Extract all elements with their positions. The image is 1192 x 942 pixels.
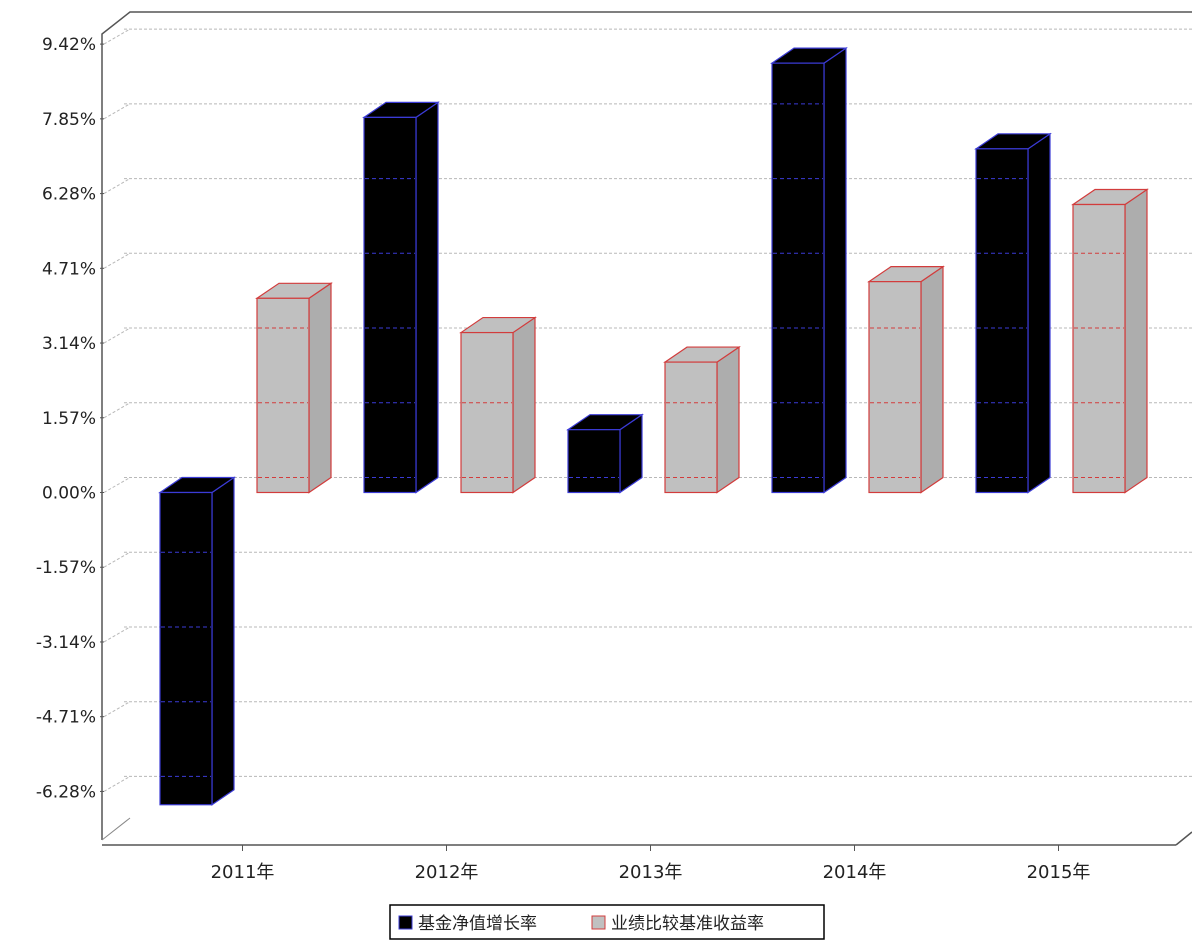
- x-tick-label: 2011年: [211, 862, 275, 883]
- bar-front-face: [567, 429, 621, 494]
- bars: [158, 47, 1149, 806]
- bar-fund: [974, 132, 1052, 494]
- gridline-side: [103, 626, 131, 643]
- y-tick-label: 4.71%: [42, 259, 96, 279]
- y-tick-label: 3.14%: [42, 334, 96, 354]
- gridline-side: [103, 551, 131, 568]
- bar-side-face: [823, 47, 847, 494]
- bar-side-face: [920, 265, 944, 494]
- bar-fund: [770, 47, 848, 494]
- gridline-side: [103, 103, 131, 120]
- bar-front-face: [460, 331, 514, 494]
- legend-swatch-benchmark: [591, 915, 606, 930]
- x-tick-label: 2014年: [823, 862, 887, 883]
- y-axis-ticks: 9.42% 7.85% 6.28% 4.71% 3.14% 1.57% 0.00% -1.57…: [36, 35, 104, 802]
- y-tick-label: 6.28%: [42, 185, 96, 205]
- legend-label-fund: 基金净值增长率: [418, 914, 537, 934]
- y-tick-label: -4.71%: [36, 708, 96, 728]
- bar-fund: [566, 413, 644, 494]
- bar-front-face: [256, 297, 310, 494]
- y-tick-label: -6.28%: [36, 782, 96, 802]
- bar-benchmark: [459, 316, 537, 494]
- bar-side-face: [512, 316, 536, 494]
- bar-front-face: [868, 281, 922, 494]
- gridline-side: [103, 477, 131, 493]
- bar-benchmark: [867, 265, 945, 494]
- back-wall-edge: [101, 11, 1192, 840]
- y-tick-label: 9.42%: [42, 35, 96, 55]
- bar-side-face: [1124, 188, 1148, 494]
- gridline-side: [103, 775, 131, 792]
- legend-label-benchmark: 业绩比较基准收益率: [611, 914, 764, 934]
- gridline-side: [103, 28, 131, 45]
- y-tick-label: 0.00%: [42, 484, 96, 504]
- y-tick-label: 7.85%: [42, 110, 96, 130]
- bar-fund: [158, 476, 236, 806]
- gridline-side: [103, 701, 131, 718]
- x-axis-corner: [1175, 831, 1192, 846]
- gridline-side: [103, 402, 131, 419]
- bar-benchmark: [1071, 188, 1149, 494]
- bar-front-face: [664, 361, 718, 494]
- gridline-side: [103, 327, 131, 344]
- gridline-side: [103, 178, 131, 195]
- x-tick-label: 2015年: [1027, 862, 1091, 883]
- bar-fund: [362, 101, 440, 494]
- bar-side-face: [211, 476, 235, 806]
- y-tick-label: 1.57%: [42, 409, 96, 429]
- legend-box: [389, 904, 825, 940]
- bar-front-face: [363, 116, 417, 494]
- gridline-side: [103, 252, 131, 269]
- bar-side-face: [1027, 132, 1051, 494]
- bar-side-face: [415, 101, 439, 494]
- x-axis: [102, 831, 1192, 846]
- x-tick-label: 2013年: [619, 862, 683, 883]
- bar-front-face: [975, 148, 1029, 494]
- y-tick-label: -1.57%: [36, 558, 96, 578]
- y-tick-label: -3.14%: [36, 633, 96, 653]
- legend-swatch-fund: [398, 915, 413, 930]
- floor-left-edge: [101, 817, 131, 841]
- x-axis-labels: 2011年 2012年 2013年 2014年 2015年: [211, 845, 1091, 883]
- x-tick-label: 2012年: [415, 862, 479, 883]
- bar-side-face: [716, 345, 740, 494]
- bar-side-face: [308, 282, 332, 494]
- bar-front-face: [1072, 203, 1126, 494]
- bar-front-face: [771, 62, 825, 494]
- legend: 基金净值增长率 业绩比较基准收益率: [389, 904, 825, 940]
- bar-front-face: [159, 491, 213, 806]
- bar-benchmark: [255, 282, 333, 494]
- bar-benchmark: [663, 345, 741, 494]
